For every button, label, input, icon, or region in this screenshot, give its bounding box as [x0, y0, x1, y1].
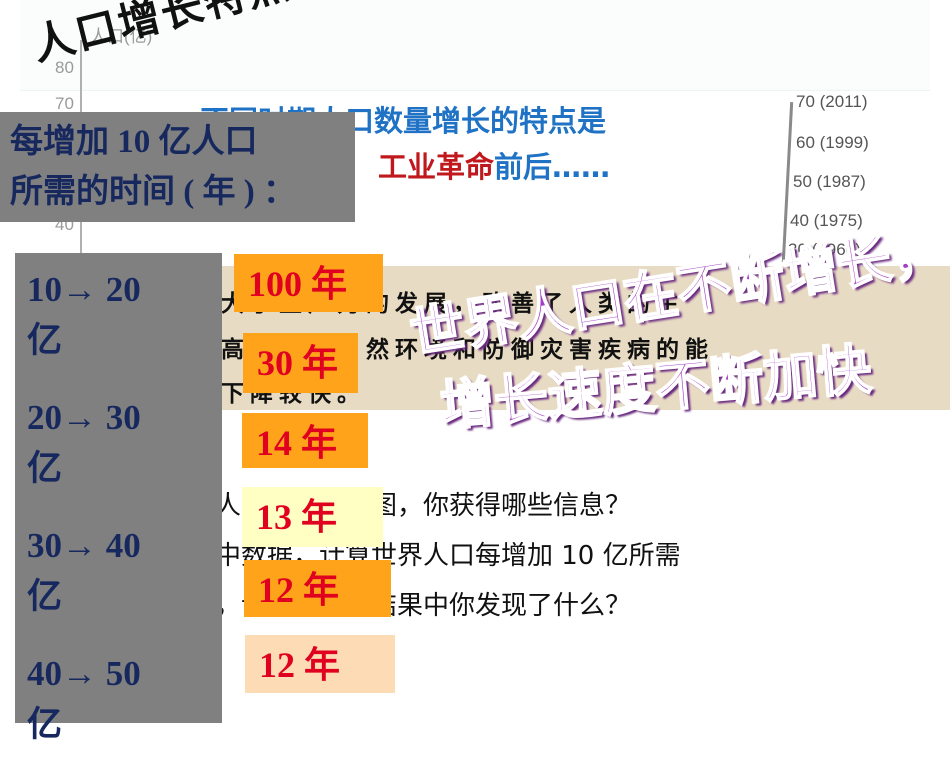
header-line: 所需的时间 ( 年 ) ：	[10, 173, 296, 210]
duration: 13 年	[242, 487, 383, 547]
range-unit: 亿	[27, 576, 63, 616]
text: 前后……	[494, 150, 611, 184]
duration: 100 年	[234, 254, 383, 312]
point-label: 60 (1999)	[796, 133, 869, 152]
header-line: 每增加 10 亿人口	[10, 124, 258, 160]
point-label: 30 (1960)	[788, 240, 861, 259]
range: 40→ 50 亿	[27, 649, 222, 777]
duration: 30 年	[243, 333, 358, 393]
duration: 14 年	[242, 413, 368, 468]
duration: 12 年	[244, 560, 391, 617]
axis-label: 人口(亿)	[90, 27, 153, 46]
point-label: 50 (1987)	[793, 172, 866, 191]
range: 30→ 40 亿	[27, 521, 222, 649]
top-strip	[20, 0, 930, 91]
range: 10→ 20 亿	[27, 265, 222, 393]
highlight: 工业革命	[378, 150, 495, 184]
point-label: 40 (1975)	[790, 211, 863, 230]
range-unit: 亿	[27, 320, 63, 360]
point-label: 70 (2011)	[796, 92, 868, 111]
range-unit: 亿	[27, 448, 63, 488]
subtitle-line2: 工业革命前后……	[378, 144, 610, 186]
duration: 12 年	[245, 635, 395, 693]
range-unit: 亿	[27, 704, 63, 744]
range-text: 20→ 30	[27, 398, 141, 437]
range-text: 10→ 20	[27, 270, 141, 309]
range-text: 30→ 40	[27, 526, 141, 565]
tick: 80	[55, 58, 74, 77]
header-box: 每增加 10 亿人口 所需的时间 ( 年 ) ：	[0, 112, 355, 222]
slide: {"title": "人口增长特点", "background_chart": …	[0, 0, 950, 744]
range: 20→ 30 亿	[27, 393, 222, 521]
tick: 70	[55, 94, 74, 113]
range-column: 10→ 20 亿 20→ 30 亿 30→ 40 亿 40→ 50 亿	[15, 253, 222, 744]
range-text: 40→ 50	[27, 654, 141, 693]
